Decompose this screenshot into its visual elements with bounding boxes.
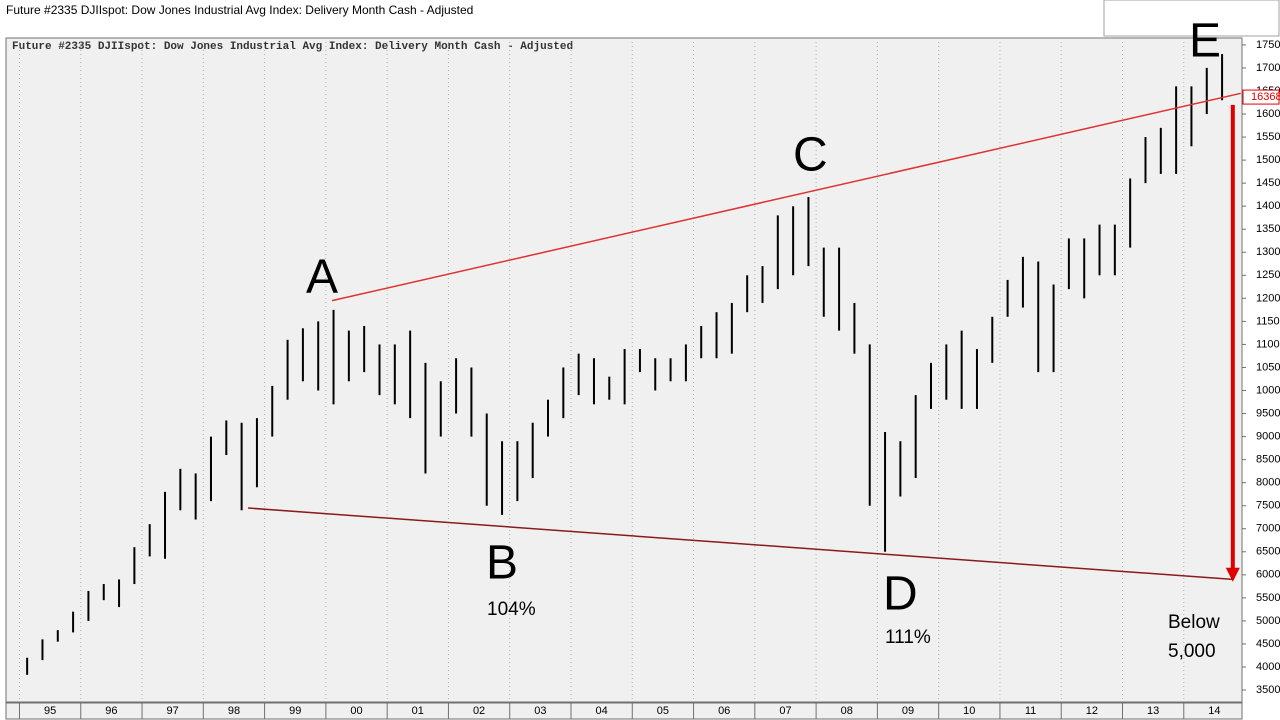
y-tick-label: 7500 — [1256, 500, 1280, 512]
y-tick-label: 15500 — [1256, 131, 1280, 143]
annotation: A — [306, 251, 338, 304]
annotation: 104% — [487, 599, 536, 620]
x-tick-label: 02 — [473, 705, 485, 717]
y-tick-label: 13500 — [1256, 223, 1280, 235]
x-tick-label: 04 — [596, 705, 608, 717]
y-tick-label: 8500 — [1256, 454, 1280, 466]
y-tick-label: 16000 — [1256, 108, 1280, 120]
x-tick-label: 98 — [228, 705, 240, 717]
y-tick-label: 17000 — [1256, 62, 1280, 74]
x-tick-label: 96 — [105, 705, 117, 717]
y-tick-label: 10500 — [1256, 361, 1280, 373]
x-tick-label: 06 — [718, 705, 730, 717]
y-tick-label: 10000 — [1256, 384, 1280, 396]
chart-title: Future #2335 DJIIspot: Dow Jones Industr… — [12, 41, 573, 53]
annotation: D — [883, 568, 918, 621]
annotation: B — [486, 537, 518, 590]
last-price-label: 16368 — [1251, 91, 1280, 103]
x-tick-label: 12 — [1086, 705, 1098, 717]
y-tick-label: 14000 — [1256, 200, 1280, 212]
trend-line — [247, 507, 1233, 581]
y-tick-label: 6500 — [1256, 546, 1280, 558]
y-tick-label: 5500 — [1256, 592, 1280, 604]
x-tick-label: 95 — [44, 705, 56, 717]
arrow-head — [1225, 567, 1240, 582]
y-tick-label: 7000 — [1256, 523, 1280, 535]
y-tick-label: 14500 — [1256, 177, 1280, 189]
x-tick-label: 08 — [841, 705, 853, 717]
y-tick-label: 5000 — [1256, 615, 1280, 627]
window-title: Future #2335 DJIIspot: Dow Jones Industr… — [6, 3, 473, 17]
y-tick-label: 8000 — [1256, 477, 1280, 489]
x-tick-label: 13 — [1147, 705, 1159, 717]
x-tick-label: 01 — [412, 705, 424, 717]
annotation: Below — [1168, 612, 1220, 633]
x-tick-label: 97 — [167, 705, 179, 717]
y-tick-label: 12000 — [1256, 292, 1280, 304]
y-tick-label: 15000 — [1256, 154, 1280, 166]
x-tick-label: 14 — [1208, 705, 1220, 717]
y-tick-label: 11500 — [1256, 315, 1280, 327]
x-tick-label: 07 — [779, 705, 791, 717]
y-tick-label: 9000 — [1256, 430, 1280, 442]
y-tick-label: 13000 — [1256, 246, 1280, 258]
x-tick-label: 10 — [963, 705, 975, 717]
x-tick-label: 03 — [534, 705, 546, 717]
y-tick-label: 4500 — [1256, 638, 1280, 650]
y-tick-label: 12500 — [1256, 269, 1280, 281]
x-tick-label: 00 — [350, 705, 362, 717]
y-tick-label: 4000 — [1256, 661, 1280, 673]
x-tick-label: 99 — [289, 705, 301, 717]
toolbar-box — [1103, 0, 1280, 37]
y-tick-label: 17500 — [1256, 39, 1280, 51]
x-tick-label: 05 — [657, 705, 669, 717]
x-axis-strip — [5, 702, 1243, 720]
y-tick-label: 6000 — [1256, 569, 1280, 581]
annotation: 111% — [885, 627, 931, 648]
annotation: C — [793, 129, 828, 182]
x-tick-label: 11 — [1025, 705, 1036, 717]
annotation: E — [1189, 15, 1221, 68]
y-tick-label: 3500 — [1256, 684, 1280, 696]
annotation: 5,000 — [1168, 641, 1216, 662]
y-tick-label: 9500 — [1256, 407, 1280, 419]
y-tick-label: 11000 — [1256, 338, 1280, 350]
x-tick-label: 09 — [902, 705, 914, 717]
last-price-box — [1242, 89, 1280, 105]
trend-line — [331, 92, 1241, 302]
